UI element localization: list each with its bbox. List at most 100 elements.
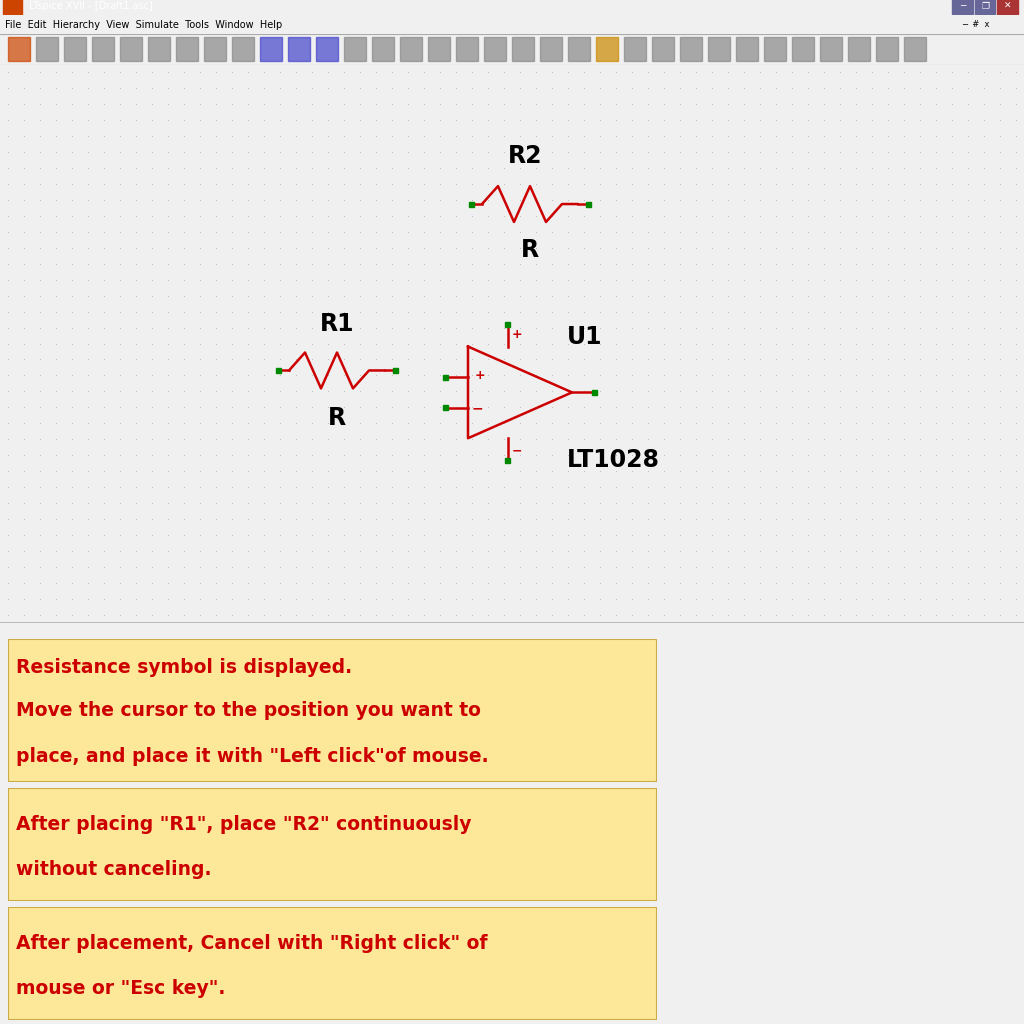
Point [128, 128, 144, 144]
Point [191, 240, 208, 256]
Point [544, 495, 560, 511]
Point [672, 526, 688, 543]
Bar [36, 37, 58, 61]
Point [464, 208, 480, 224]
Point [752, 144, 768, 161]
Point [176, 96, 193, 113]
Point [48, 240, 65, 256]
Point [976, 65, 992, 81]
Point [736, 191, 753, 208]
Point [560, 495, 577, 511]
Point [143, 591, 160, 607]
Point [864, 160, 881, 176]
Point [304, 495, 321, 511]
Point [416, 431, 432, 447]
Point [831, 463, 848, 479]
Point [512, 303, 528, 319]
Point [783, 463, 800, 479]
Point [48, 144, 65, 161]
Point [608, 208, 625, 224]
Point [143, 399, 160, 416]
Point [720, 559, 736, 575]
Point [544, 144, 560, 161]
Point [384, 271, 400, 288]
Point [143, 288, 160, 304]
Point [63, 176, 80, 193]
Point [592, 495, 608, 511]
Point [0, 80, 16, 96]
Point [992, 80, 1009, 96]
Point [1008, 511, 1024, 527]
Point [848, 431, 864, 447]
Point [208, 606, 224, 623]
Point [384, 191, 400, 208]
Point [447, 574, 464, 591]
Point [496, 591, 512, 607]
Point [63, 288, 80, 304]
Point [384, 495, 400, 511]
Point [959, 303, 976, 319]
Point [624, 271, 640, 288]
Point [640, 96, 656, 113]
Point [160, 112, 176, 128]
Point [928, 128, 944, 144]
Point [336, 479, 352, 496]
Point [624, 96, 640, 113]
Point [816, 559, 833, 575]
Point [928, 303, 944, 319]
Point [992, 526, 1009, 543]
Point [176, 128, 193, 144]
Point [480, 80, 497, 96]
Point [944, 511, 961, 527]
Point [352, 240, 369, 256]
Point [288, 160, 304, 176]
Point [224, 511, 241, 527]
Point [480, 495, 497, 511]
Point [608, 399, 625, 416]
Point [944, 415, 961, 431]
Point [544, 559, 560, 575]
Point [80, 144, 96, 161]
Point [319, 574, 336, 591]
Point [800, 511, 816, 527]
Point [944, 128, 961, 144]
Point [575, 208, 592, 224]
Point [191, 574, 208, 591]
Point [112, 399, 128, 416]
Point [816, 191, 833, 208]
Point [80, 80, 96, 96]
Point [416, 479, 432, 496]
Point [304, 446, 321, 463]
Point [752, 176, 768, 193]
Point [32, 176, 48, 193]
Text: Resistance symbol is displayed.: Resistance symbol is displayed. [16, 658, 352, 677]
Point [256, 288, 272, 304]
Point [288, 431, 304, 447]
Point [256, 160, 272, 176]
Point [464, 128, 480, 144]
Point [15, 303, 32, 319]
Point [752, 383, 768, 399]
Point [608, 351, 625, 368]
Point [848, 446, 864, 463]
Bar [652, 37, 674, 61]
Point [831, 335, 848, 351]
Point [112, 303, 128, 319]
Point [672, 223, 688, 240]
Point [32, 160, 48, 176]
Point [512, 240, 528, 256]
Point [15, 335, 32, 351]
Point [96, 319, 113, 336]
Point [368, 574, 384, 591]
Point [15, 176, 32, 193]
Bar [428, 37, 450, 61]
Point [0, 319, 16, 336]
Point [63, 606, 80, 623]
Point [240, 463, 256, 479]
Point [896, 495, 912, 511]
Point [736, 319, 753, 336]
Point [944, 574, 961, 591]
Point [48, 543, 65, 559]
Point [319, 96, 336, 113]
Point [464, 160, 480, 176]
